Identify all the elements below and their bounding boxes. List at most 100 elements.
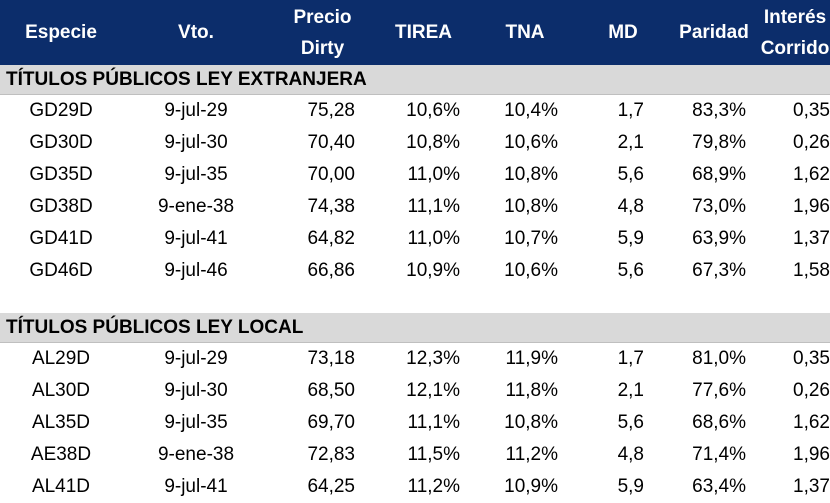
cell-interes: 1,96 xyxy=(793,444,830,465)
cell-tna: 11,2% xyxy=(505,444,558,465)
table-row: GD46D 9-jul-46 66,86 10,9% 10,6% 5,6 67,3% 1,58 xyxy=(0,255,830,287)
cell-tirea: 10,9% xyxy=(406,260,460,281)
cell-tna: 10,9% xyxy=(504,476,558,497)
col-header-md: MD xyxy=(608,22,638,43)
cell-tirea: 12,3% xyxy=(406,348,460,369)
cell-especie: AL30D xyxy=(31,380,91,401)
cell-vto: 9-jul-30 xyxy=(164,132,228,153)
cell-tna: 10,7% xyxy=(504,228,558,249)
cell-especie: AE38D xyxy=(30,444,92,465)
cell-vto: 9-jul-46 xyxy=(164,260,228,281)
cell-md: 4,8 xyxy=(617,196,644,217)
cell-precio: 69,70 xyxy=(307,412,355,433)
cell-md: 2,1 xyxy=(617,132,644,153)
table-row: GD38D 9-ene-38 74,38 11,1% 10,8% 4,8 73,0% 1,96 xyxy=(0,191,830,223)
cell-interes: 0,26 xyxy=(793,132,830,153)
cell-precio: 70,40 xyxy=(307,132,355,153)
cell-tna: 10,8% xyxy=(504,196,558,217)
cell-paridad: 81,0% xyxy=(692,348,746,369)
cell-vto: 9-ene-38 xyxy=(157,196,235,217)
cell-md: 5,6 xyxy=(617,164,644,185)
cell-precio: 73,18 xyxy=(307,348,355,369)
table-header: Especie Vto. Precio Dirty TIREA TNA MD Pa… xyxy=(0,0,830,65)
cell-precio: 68,50 xyxy=(307,380,355,401)
cell-precio: 72,83 xyxy=(307,444,355,465)
cell-interes: 1,96 xyxy=(793,196,830,217)
cell-precio: 66,86 xyxy=(307,260,355,281)
cell-tna: 10,8% xyxy=(504,164,558,185)
cell-tna: 11,9% xyxy=(505,348,558,369)
cell-interes: 0,35 xyxy=(793,100,830,121)
cell-especie: GD35D xyxy=(29,164,93,185)
table-row: GD29D 9-jul-29 75,28 10,6% 10,4% 1,7 83,3% 0,35 xyxy=(0,95,830,127)
cell-tirea: 11,5% xyxy=(407,444,460,465)
cell-tna: 10,6% xyxy=(504,132,558,153)
cell-md: 5,9 xyxy=(617,476,644,497)
cell-vto: 9-jul-41 xyxy=(164,228,228,249)
table-row: AL29D 9-jul-29 73,18 12,3% 11,9% 1,7 81,0% 0,35 xyxy=(0,343,830,375)
cell-tna: 10,8% xyxy=(504,412,558,433)
cell-md: 5,6 xyxy=(617,412,644,433)
cell-paridad: 68,6% xyxy=(692,412,746,433)
cell-tna: 11,8% xyxy=(505,380,558,401)
cell-md: 5,6 xyxy=(617,260,644,281)
table-row: GD41D 9-jul-41 64,82 11,0% 10,7% 5,9 63,9% 1,37 xyxy=(0,223,830,255)
cell-interes: 1,37 xyxy=(793,476,830,497)
table-row: AL30D 9-jul-30 68,50 12,1% 11,8% 2,1 77,6% 0,26 xyxy=(0,375,830,407)
cell-interes: 1,62 xyxy=(793,412,830,433)
cell-interes: 1,62 xyxy=(793,164,830,185)
col-header-precio-dirty: Precio Dirty xyxy=(293,6,352,59)
cell-vto: 9-jul-30 xyxy=(164,380,228,401)
cell-interes: 0,35 xyxy=(793,348,830,369)
cell-paridad: 73,0% xyxy=(692,196,746,217)
cell-especie: GD41D xyxy=(29,228,93,249)
cell-vto: 9-jul-29 xyxy=(164,348,228,369)
col-header-especie: Especie xyxy=(25,22,97,43)
cell-interes: 0,26 xyxy=(793,380,830,401)
cell-md: 4,8 xyxy=(617,444,644,465)
section-title: TÍTULOS PÚBLICOS LEY LOCAL xyxy=(0,313,830,343)
cell-precio: 64,82 xyxy=(307,228,355,249)
cell-tirea: 10,8% xyxy=(406,132,460,153)
cell-especie: AL35D xyxy=(31,412,91,433)
cell-tirea: 11,2% xyxy=(407,476,460,497)
cell-paridad: 68,9% xyxy=(692,164,746,185)
cell-especie: GD29D xyxy=(29,100,93,121)
section-title: TÍTULOS PÚBLICOS LEY EXTRANJERA xyxy=(0,65,830,95)
cell-paridad: 63,4% xyxy=(692,476,746,497)
cell-especie: AL29D xyxy=(31,348,91,369)
col-header-paridad: Paridad xyxy=(679,22,749,43)
cell-tna: 10,4% xyxy=(504,100,558,121)
table-row: GD30D 9-jul-30 70,40 10,8% 10,6% 2,1 79,8% 0,26 xyxy=(0,127,830,159)
table-body: TÍTULOS PÚBLICOS LEY EXTRANJERA GD29D 9-ju… xyxy=(0,65,830,503)
table-row: AE38D 9-ene-38 72,83 11,5% 11,2% 4,8 71,4% 1,96 xyxy=(0,439,830,471)
cell-vto: 9-jul-35 xyxy=(164,412,228,433)
cell-paridad: 83,3% xyxy=(692,100,746,121)
col-header-tna: TNA xyxy=(505,22,545,43)
cell-vto: 9-ene-38 xyxy=(157,444,235,465)
table-row: AL35D 9-jul-35 69,70 11,1% 10,8% 5,6 68,6% 1,62 xyxy=(0,407,830,439)
cell-vto: 9-jul-35 xyxy=(164,164,228,185)
cell-especie: GD38D xyxy=(29,196,93,217)
table-row: AL41D 9-jul-41 64,25 11,2% 10,9% 5,9 63,4% 1,37 xyxy=(0,471,830,503)
cell-paridad: 63,9% xyxy=(692,228,746,249)
cell-vto: 9-jul-41 xyxy=(164,476,228,497)
cell-md: 1,7 xyxy=(617,100,644,121)
cell-especie: GD46D xyxy=(29,260,93,281)
cell-especie: AL41D xyxy=(31,476,91,497)
cell-tirea: 11,0% xyxy=(407,164,460,185)
cell-interes: 1,37 xyxy=(793,228,830,249)
col-header-interes-corrido: Interés Corrido xyxy=(760,6,830,59)
cell-md: 5,9 xyxy=(617,228,644,249)
cell-tirea: 12,1% xyxy=(406,380,460,401)
cell-tirea: 11,1% xyxy=(407,412,460,433)
table-row: GD35D 9-jul-35 70,00 11,0% 10,8% 5,6 68,9% 1,62 xyxy=(0,159,830,191)
cell-precio: 75,28 xyxy=(307,100,355,121)
cell-tirea: 11,1% xyxy=(407,196,460,217)
cell-tirea: 11,0% xyxy=(407,228,460,249)
cell-md: 1,7 xyxy=(617,348,644,369)
cell-interes: 1,58 xyxy=(793,260,830,281)
cell-paridad: 77,6% xyxy=(692,380,746,401)
cell-precio: 64,25 xyxy=(307,476,355,497)
